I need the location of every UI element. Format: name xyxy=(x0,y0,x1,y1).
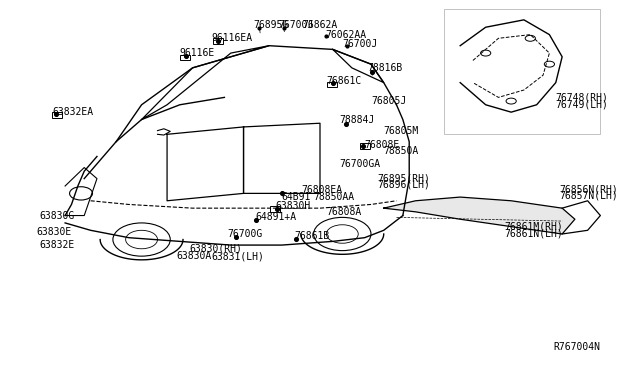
Text: 76808E: 76808E xyxy=(365,140,400,150)
Text: 63832E: 63832E xyxy=(40,240,75,250)
Text: 76748(RH): 76748(RH) xyxy=(556,92,609,102)
Text: 76856N(RH): 76856N(RH) xyxy=(559,185,618,195)
Bar xyxy=(180,55,190,61)
Text: 78850A: 78850A xyxy=(384,146,419,156)
Text: 76857N(LH): 76857N(LH) xyxy=(559,191,618,201)
Text: 76861N(LH): 76861N(LH) xyxy=(505,228,564,238)
Bar xyxy=(213,38,223,44)
Text: 63830A: 63830A xyxy=(177,251,212,261)
Text: 63830G: 63830G xyxy=(40,211,75,221)
Text: 76062AA: 76062AA xyxy=(325,30,366,40)
Text: 76805J: 76805J xyxy=(371,96,406,106)
Text: 76861C: 76861C xyxy=(326,76,362,86)
Bar xyxy=(270,206,280,212)
Text: 76700J: 76700J xyxy=(278,20,314,31)
Text: 63830H: 63830H xyxy=(275,201,310,211)
Text: 76861B: 76861B xyxy=(294,231,330,241)
Text: 78850AA: 78850AA xyxy=(314,192,355,202)
Text: 76749(LH): 76749(LH) xyxy=(556,100,609,110)
Text: 76895(RH): 76895(RH) xyxy=(378,174,430,184)
Text: 76861M(RH): 76861M(RH) xyxy=(505,222,564,232)
Text: 76862A: 76862A xyxy=(303,20,338,31)
Text: 76808A: 76808A xyxy=(326,207,362,217)
Polygon shape xyxy=(384,197,575,234)
Text: 63830E: 63830E xyxy=(36,227,72,237)
Text: 63830(RH): 63830(RH) xyxy=(189,244,243,254)
Text: 63832EA: 63832EA xyxy=(52,107,93,117)
Bar xyxy=(52,112,62,118)
Text: 76808EA: 76808EA xyxy=(301,185,342,195)
Text: 76700GA: 76700GA xyxy=(339,159,380,169)
Text: 76896(LH): 76896(LH) xyxy=(378,179,430,189)
Text: 76805M: 76805M xyxy=(384,126,419,136)
Text: 96116E: 96116E xyxy=(180,48,215,58)
Text: 76700J: 76700J xyxy=(342,39,378,49)
Text: 96116EA: 96116EA xyxy=(212,33,253,43)
Text: 64891+A: 64891+A xyxy=(255,212,296,222)
Bar xyxy=(327,81,337,87)
Bar xyxy=(360,143,370,149)
Text: 78884J: 78884J xyxy=(339,115,374,125)
Text: 63831(LH): 63831(LH) xyxy=(212,251,264,261)
Text: 76700G: 76700G xyxy=(228,229,263,239)
Text: 78816B: 78816B xyxy=(368,63,403,73)
Text: 76895G: 76895G xyxy=(253,20,289,31)
Text: 64B91: 64B91 xyxy=(282,192,311,202)
Text: R767004N: R767004N xyxy=(554,342,600,352)
